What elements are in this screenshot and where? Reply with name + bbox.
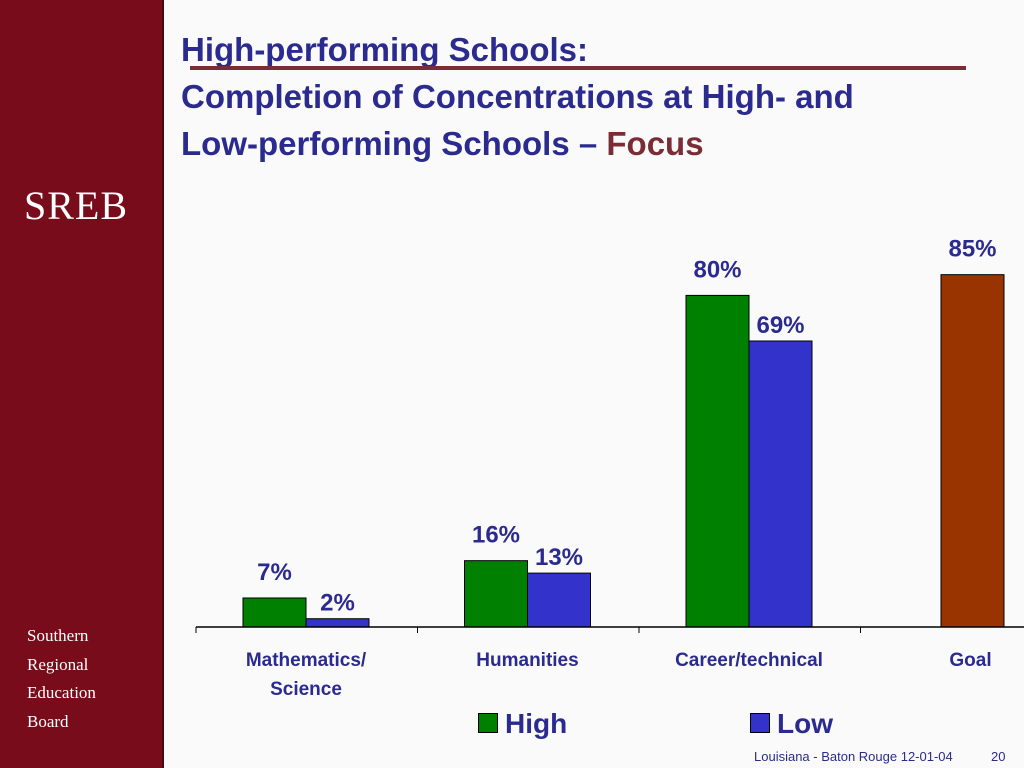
- sreb-logo: SREB: [24, 183, 129, 228]
- org-line: Regional: [27, 654, 89, 674]
- bar-low: [748, 340, 813, 628]
- title-line-2: Completion of Concentrations at High- an…: [181, 78, 854, 115]
- title-line-3: Low-performing Schools – Focus: [181, 120, 1011, 167]
- footer-text: Louisiana - Baton Rouge 12-01-04: [754, 749, 953, 764]
- legend-swatch-low: [750, 712, 770, 733]
- org-line: Southern: [27, 626, 89, 645]
- data-label: 13%: [535, 544, 583, 571]
- data-label: 80%: [693, 256, 741, 283]
- bar-high: [242, 597, 307, 628]
- title-underline: [190, 66, 966, 70]
- legend-swatch-high: [478, 712, 498, 733]
- bar-high: [464, 560, 528, 628]
- legend-item-high: High: [478, 708, 567, 740]
- x-tick-label: Humanities: [476, 650, 578, 671]
- sidebar: SREB Southern Regional Education Board: [0, 0, 162, 768]
- bar-goal: [940, 274, 1005, 628]
- org-line: Board: [27, 711, 69, 731]
- bar-low: [305, 618, 370, 628]
- title-line-1: High-performing Schools:: [181, 31, 588, 68]
- sidebar-edge: [162, 0, 164, 768]
- data-label: 16%: [472, 522, 520, 549]
- legend-item-low: Low: [750, 708, 833, 740]
- slide-title: High-performing Schools: Completion of C…: [181, 26, 1011, 167]
- data-label: 69%: [756, 312, 804, 339]
- bar-high: [685, 294, 750, 628]
- org-line: Education: [27, 683, 96, 702]
- bar-low: [527, 572, 591, 628]
- organization-name: Southern Regional Education Board: [27, 622, 96, 736]
- title-line-3-text: Low-performing Schools –: [181, 125, 598, 162]
- x-tick-label: Goal: [949, 650, 991, 671]
- data-label: 85%: [948, 236, 996, 263]
- page-number: 20: [991, 749, 1006, 764]
- legend-label-high: High: [505, 708, 568, 739]
- data-label: 2%: [320, 590, 355, 617]
- legend-label-low: Low: [777, 708, 833, 739]
- x-tick-label: Mathematics/Science: [246, 650, 367, 700]
- data-label: 7%: [257, 559, 292, 586]
- x-tick-label: Career/technical: [675, 650, 823, 671]
- title-accent: Focus: [606, 125, 704, 162]
